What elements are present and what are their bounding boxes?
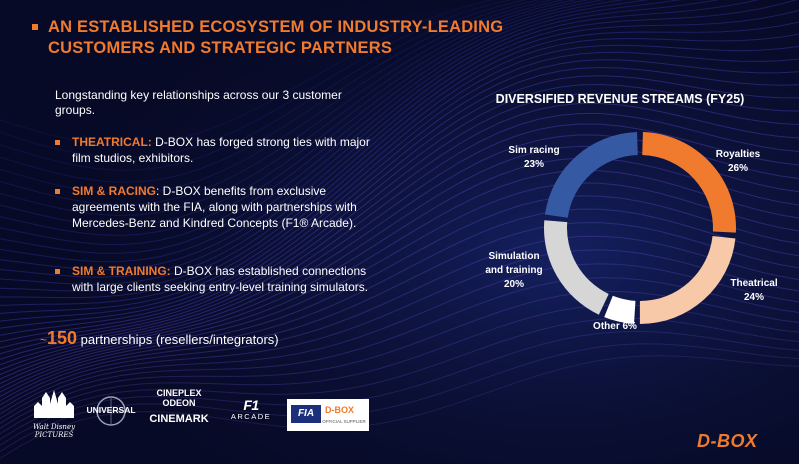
globe-icon xyxy=(96,396,126,426)
group-heading: SIM & TRAINING: xyxy=(72,264,171,278)
label-theatrical: Theatrical 24% xyxy=(716,277,792,305)
partnerships-stat: ~150 partnerships (resellers/integrators… xyxy=(40,328,279,349)
cineplex-text: CINEPLEX xyxy=(156,388,202,398)
bullet-icon xyxy=(55,140,60,145)
intro-text: Longstanding key relationships across ou… xyxy=(55,88,342,117)
odeon-text: ODEON xyxy=(162,398,196,408)
disney-logo: Walt Disney PICTURES xyxy=(30,388,78,439)
universal-text: UNIVERSAL xyxy=(86,405,136,415)
donut-slice-other xyxy=(604,295,636,324)
cinemark-text: CINEMARK xyxy=(149,413,209,425)
stat-number: 150 xyxy=(47,328,78,348)
official-supplier-text: OFFICIAL SUPPLIER xyxy=(322,419,366,424)
label-royalties: Royalties 26% xyxy=(700,148,776,176)
category-label: Other xyxy=(593,321,620,332)
value-label: 20% xyxy=(503,279,524,290)
category-label: Simulation and training xyxy=(485,251,543,276)
donut-slice-theatrical xyxy=(639,236,736,324)
value-label: 23% xyxy=(523,159,544,170)
donut-slice-royalties xyxy=(642,132,736,233)
group-description: D-BOX has forged strong ties with major … xyxy=(72,135,370,165)
title-bullet xyxy=(32,24,38,30)
customer-group-sim-training: SIM & TRAINING: D-BOX has established co… xyxy=(55,263,385,295)
customer-group-sim-racing: SIM & RACING: D-BOX benefits from exclus… xyxy=(55,183,385,231)
dbox-logo: D-BOX xyxy=(697,431,758,451)
category-label: Sim racing xyxy=(508,145,560,156)
category-label: Royalties xyxy=(715,149,761,160)
stat-tilde: ~ xyxy=(40,333,48,347)
arcade-text: ARCADE xyxy=(230,412,272,421)
customer-group-theatrical: THEATRICAL: D-BOX has forged strong ties… xyxy=(55,134,385,166)
fia-dbox-text: D-BOX xyxy=(325,405,354,415)
f1-arcade-logo: F1 ARCADE xyxy=(224,398,278,428)
group-description: D-BOX has established connections with l… xyxy=(72,264,369,294)
fia-dbox-badge: FIA D-BOX OFFICIAL SUPPLIER xyxy=(287,399,369,431)
label-other: Other 6% xyxy=(585,320,645,334)
label-simulation-training: Simulation and training 20% xyxy=(470,250,558,292)
fia-text: FIA xyxy=(291,405,321,423)
universal-logo: UNIVERSAL xyxy=(84,393,138,429)
group-description: : D-BOX benefits from exclusive agreemen… xyxy=(72,184,357,230)
slide-title: AN ESTABLISHED ECOSYSTEM OF INDUSTRY-LEA… xyxy=(48,18,504,57)
category-label: Theatrical xyxy=(730,278,778,289)
bullet-icon xyxy=(55,269,60,274)
castle-icon xyxy=(34,390,74,418)
donut-slice-simulation-and-training xyxy=(544,220,609,315)
value-label: 24% xyxy=(743,292,764,303)
value-label: 6% xyxy=(622,321,637,332)
f1-mark: F1 xyxy=(243,397,259,413)
disney-text: Walt Disney PICTURES xyxy=(32,423,76,439)
group-heading: SIM & RACING xyxy=(72,184,156,198)
stat-label: partnerships (resellers/integrators) xyxy=(77,332,279,347)
label-sim-racing: Sim racing 23% xyxy=(494,144,574,172)
value-label: 26% xyxy=(727,163,748,174)
donut-slice-sim-racing xyxy=(544,132,638,218)
group-heading: THEATRICAL: xyxy=(72,135,152,149)
bullet-icon xyxy=(55,189,60,194)
cineplex-cinemark-logo: CINEPLEX ODEON CINEMARK xyxy=(140,388,218,432)
chart-title: DIVERSIFIED REVENUE STREAMS (FY25) xyxy=(495,92,745,106)
